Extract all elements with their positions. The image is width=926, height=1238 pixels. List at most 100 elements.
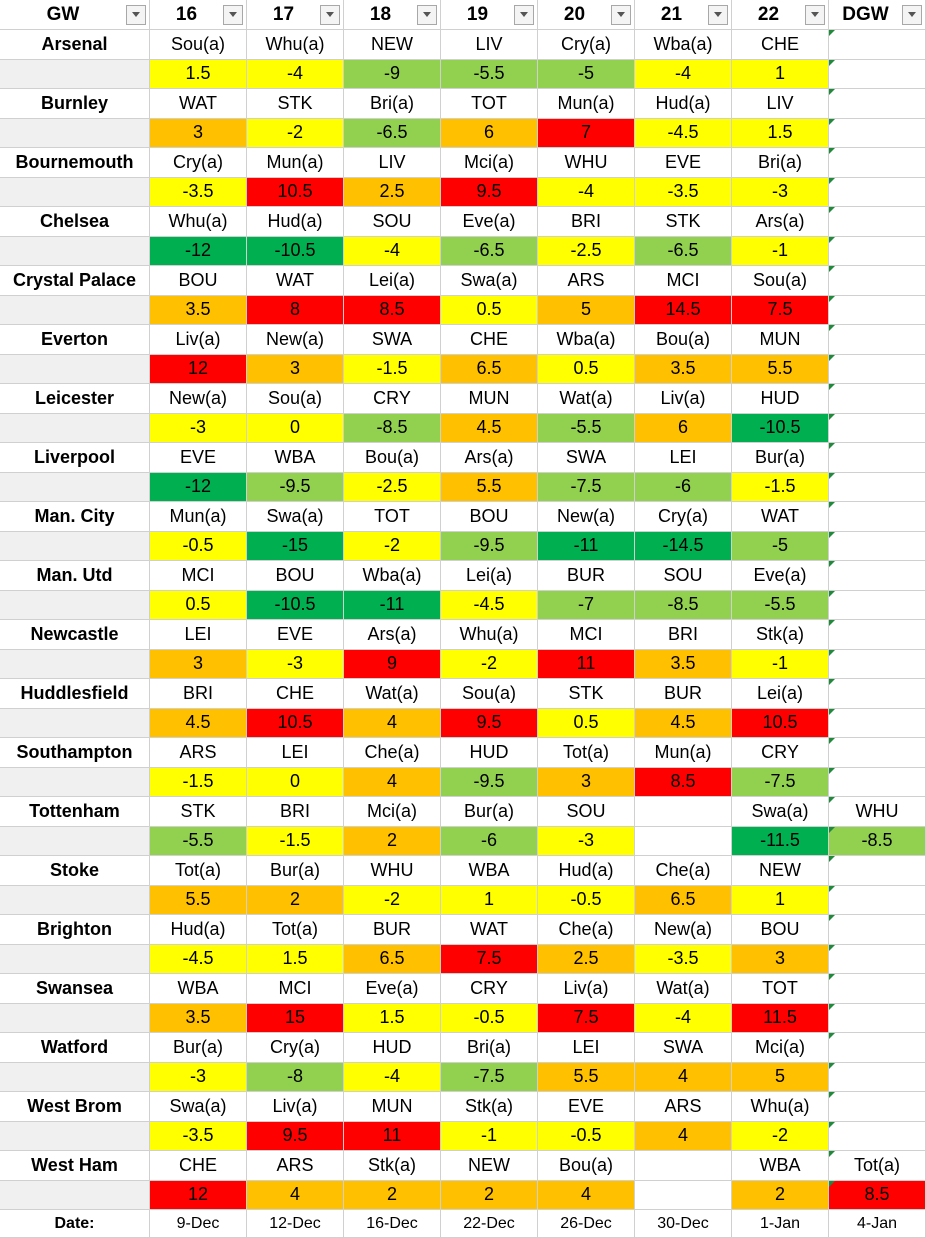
fixture: Tot(a)	[247, 915, 344, 945]
score: 11.5	[732, 1003, 829, 1033]
date: 4-Jan	[829, 1210, 926, 1238]
fixture: SWA	[538, 443, 635, 473]
score: 4	[344, 767, 441, 797]
score-label	[0, 1062, 150, 1092]
fixture: CHE	[441, 325, 538, 355]
team-name: West Ham	[0, 1151, 150, 1181]
score: -4	[538, 177, 635, 207]
score: 6.5	[635, 885, 732, 915]
fixture: ARS	[247, 1151, 344, 1181]
fixture: TOT	[344, 502, 441, 532]
header-text: 21	[660, 3, 683, 25]
column-header: 19	[441, 0, 538, 30]
score: -2.5	[344, 472, 441, 502]
fixture: WBA	[247, 443, 344, 473]
score: -5.5	[150, 826, 247, 856]
score: 3	[538, 767, 635, 797]
fixture: EVE	[247, 620, 344, 650]
score	[829, 1003, 926, 1033]
score-label	[0, 118, 150, 148]
score: 12	[150, 354, 247, 384]
score-label	[0, 708, 150, 738]
score: -4	[247, 59, 344, 89]
score: -15	[247, 531, 344, 561]
score: -1	[732, 649, 829, 679]
fixture	[635, 1151, 732, 1181]
score: -1.5	[247, 826, 344, 856]
header-text: 20	[563, 3, 586, 25]
team-name: Swansea	[0, 974, 150, 1004]
date: 26-Dec	[538, 1210, 635, 1238]
score	[829, 590, 926, 620]
score-label	[0, 1180, 150, 1210]
score-label	[0, 767, 150, 797]
filter-button[interactable]	[611, 4, 631, 25]
filter-button[interactable]	[708, 4, 728, 25]
score-label	[0, 236, 150, 266]
score: -8.5	[344, 413, 441, 443]
header-text: 19	[466, 3, 489, 25]
score	[829, 413, 926, 443]
filter-button[interactable]	[902, 4, 922, 25]
team-name: Southampton	[0, 738, 150, 768]
fixture: LIV	[732, 89, 829, 119]
fixture: CHE	[732, 30, 829, 60]
fixture: WHU	[344, 856, 441, 886]
score: -7	[538, 590, 635, 620]
fixture: BRI	[635, 620, 732, 650]
score: -3	[150, 1062, 247, 1092]
fixture: New(a)	[247, 325, 344, 355]
score: -4	[344, 236, 441, 266]
score: 2	[732, 1180, 829, 1210]
fixture: Wba(a)	[538, 325, 635, 355]
fixture: STK	[247, 89, 344, 119]
score	[829, 236, 926, 266]
fixture: Stk(a)	[732, 620, 829, 650]
header-text: 17	[272, 3, 295, 25]
fixture: Eve(a)	[441, 207, 538, 237]
fixture: BOU	[732, 915, 829, 945]
score: -7.5	[441, 1062, 538, 1092]
filter-button[interactable]	[126, 4, 146, 25]
score: 3.5	[150, 295, 247, 325]
filter-button[interactable]	[805, 4, 825, 25]
score: -6	[441, 826, 538, 856]
score: -0.5	[538, 1121, 635, 1151]
fixture: Cry(a)	[247, 1033, 344, 1063]
score-label	[0, 472, 150, 502]
fixture: LEI	[635, 443, 732, 473]
filter-button[interactable]	[514, 4, 534, 25]
score	[829, 472, 926, 502]
fixture	[829, 1033, 926, 1063]
header-text: GW	[46, 3, 80, 25]
score: -14.5	[635, 531, 732, 561]
score: 4	[247, 1180, 344, 1210]
header-text: 16	[175, 3, 198, 25]
score: -2	[344, 531, 441, 561]
fixture	[829, 561, 926, 591]
fixture: Swa(a)	[732, 797, 829, 827]
score: 3	[732, 944, 829, 974]
filter-button[interactable]	[417, 4, 437, 25]
score: -11	[538, 531, 635, 561]
score: -3	[732, 177, 829, 207]
fixture	[829, 1092, 926, 1122]
filter-button[interactable]	[223, 4, 243, 25]
fixture: Sou(a)	[247, 384, 344, 414]
fixture: Whu(a)	[732, 1092, 829, 1122]
score-label	[0, 826, 150, 856]
fixture: SOU	[635, 561, 732, 591]
filter-button[interactable]	[320, 4, 340, 25]
team-name: Watford	[0, 1033, 150, 1063]
score: 8.5	[635, 767, 732, 797]
column-header: 20	[538, 0, 635, 30]
score	[829, 708, 926, 738]
score: 6	[441, 118, 538, 148]
score: -6	[635, 472, 732, 502]
score-label	[0, 177, 150, 207]
score: 4	[635, 1062, 732, 1092]
score: 1.5	[150, 59, 247, 89]
score: -0.5	[150, 531, 247, 561]
fixture: Wba(a)	[635, 30, 732, 60]
score: -1.5	[732, 472, 829, 502]
